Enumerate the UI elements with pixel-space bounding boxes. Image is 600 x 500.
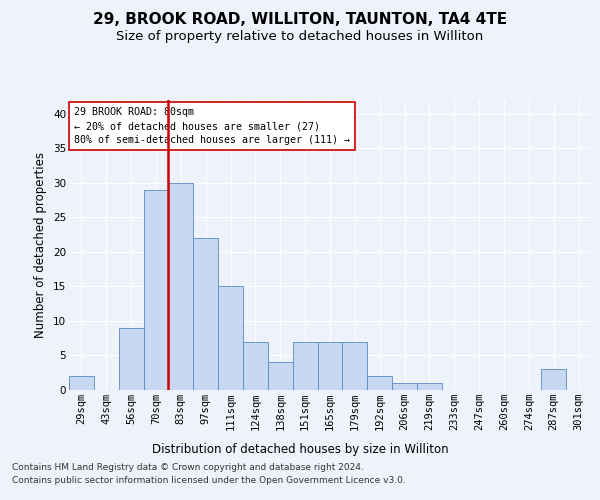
Text: Distribution of detached houses by size in Williton: Distribution of detached houses by size … <box>152 442 448 456</box>
Text: Contains public sector information licensed under the Open Government Licence v3: Contains public sector information licen… <box>12 476 406 485</box>
Bar <box>218 286 243 390</box>
Bar <box>392 383 417 390</box>
Bar <box>243 342 268 390</box>
Text: 29 BROOK ROAD: 80sqm
← 20% of detached houses are smaller (27)
80% of semi-detac: 29 BROOK ROAD: 80sqm ← 20% of detached h… <box>74 108 350 146</box>
Text: Size of property relative to detached houses in Williton: Size of property relative to detached ho… <box>116 30 484 43</box>
Bar <box>119 328 143 390</box>
Y-axis label: Number of detached properties: Number of detached properties <box>34 152 47 338</box>
Bar <box>343 342 367 390</box>
Bar <box>367 376 392 390</box>
Bar <box>268 362 293 390</box>
Bar <box>193 238 218 390</box>
Bar <box>541 370 566 390</box>
Bar <box>293 342 317 390</box>
Text: 29, BROOK ROAD, WILLITON, TAUNTON, TA4 4TE: 29, BROOK ROAD, WILLITON, TAUNTON, TA4 4… <box>93 12 507 28</box>
Bar <box>169 183 193 390</box>
Bar <box>69 376 94 390</box>
Text: Contains HM Land Registry data © Crown copyright and database right 2024.: Contains HM Land Registry data © Crown c… <box>12 464 364 472</box>
Bar <box>317 342 343 390</box>
Bar <box>143 190 169 390</box>
Bar <box>417 383 442 390</box>
